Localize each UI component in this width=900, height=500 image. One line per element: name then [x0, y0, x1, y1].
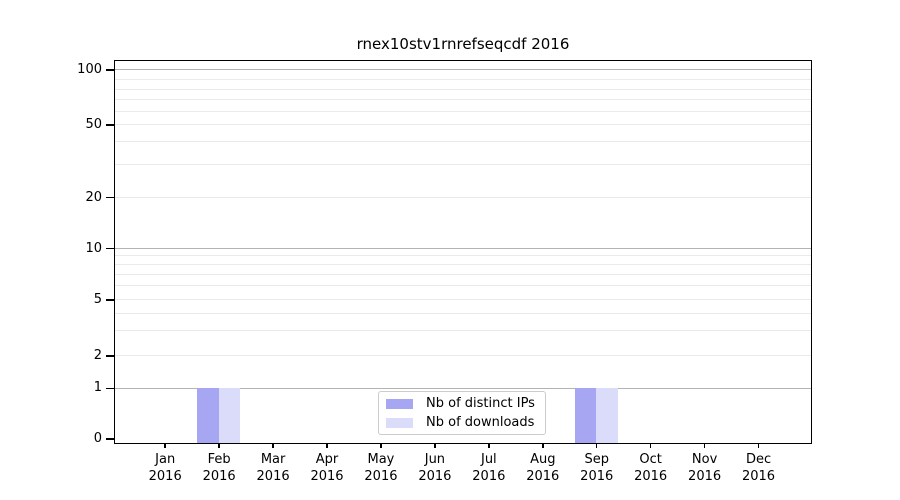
y-tick-mark [106, 387, 114, 390]
y-tick-label: 5 [93, 292, 102, 307]
gridline-minor [115, 79, 811, 81]
x-tick-label-mar: Mar 2016 [256, 452, 290, 484]
x-tick-label-apr: Apr 2016 [310, 452, 344, 484]
gridline-major [115, 387, 811, 389]
x-tick-label-jun: Jun 2016 [418, 452, 452, 484]
bar-downloads-sep [596, 387, 618, 443]
bar-downloads-feb [218, 387, 241, 443]
x-tick-mark [380, 443, 382, 448]
x-tick-label-jan: Jan 2016 [148, 452, 182, 484]
gridline-major [115, 69, 811, 71]
x-tick-label-sep: Sep 2016 [580, 452, 614, 484]
x-tick-label-aug: Aug 2016 [526, 452, 560, 484]
x-tick-label-dec: Dec 2016 [741, 452, 776, 484]
y-tick-label: 20 [85, 189, 102, 205]
legend-item-distinct-ips: Nb of distinct IPs [386, 394, 538, 413]
x-tick-mark [272, 443, 274, 448]
x-tick-mark [164, 443, 166, 448]
x-tick-label-oct: Oct 2016 [634, 452, 668, 484]
x-tick-mark [649, 443, 652, 448]
x-tick-mark [434, 443, 436, 448]
y-tick-mark [106, 247, 114, 250]
y-tick-mark [106, 355, 114, 357]
x-tick-mark [218, 443, 220, 448]
y-tick-label: 2 [93, 348, 102, 363]
x-tick-mark [326, 443, 328, 448]
x-tick-mark [595, 443, 598, 448]
gridline-minor [115, 330, 811, 332]
gridline-minor [115, 355, 811, 357]
y-tick-label: 10 [85, 240, 102, 256]
gridline-minor [115, 164, 811, 166]
y-tick-mark [106, 124, 114, 126]
legend: Nb of distinct IPs Nb of downloads [378, 391, 546, 435]
x-tick-label-jul: Jul 2016 [472, 452, 506, 484]
bar-distinct-ips-feb [196, 387, 219, 443]
gridline-minor [115, 264, 811, 266]
y-tick-mark [106, 196, 114, 199]
x-tick-mark [703, 443, 706, 448]
y-tick-mark [106, 299, 114, 301]
legend-swatch-distinct-ips [386, 398, 413, 409]
gridline-minor [115, 274, 811, 276]
y-tick-label: 50 [85, 117, 102, 132]
legend-label-downloads: Nb of downloads [426, 414, 535, 430]
x-tick-mark [757, 443, 760, 448]
x-tick-label-may: May 2016 [364, 452, 398, 484]
x-tick-mark [542, 443, 544, 448]
y-tick-label: 1 [93, 380, 102, 396]
chart-title: rnex10stv1rnrefseqcdf 2016 [356, 35, 570, 53]
y-tick-mark [106, 438, 114, 440]
gridline-minor [115, 196, 811, 198]
y-tick-label: 100 [77, 62, 102, 77]
gridline-minor [115, 255, 811, 257]
x-tick-label-feb: Feb 2016 [202, 452, 236, 484]
y-tick-label: 0 [93, 430, 102, 446]
bar-distinct-ips-sep [574, 387, 597, 443]
gridline-major [115, 247, 811, 249]
legend-label-distinct-ips: Nb of distinct IPs [426, 395, 535, 411]
gridline-minor [115, 312, 811, 314]
legend-swatch-downloads [386, 417, 413, 428]
gridline-minor [115, 99, 811, 101]
gridline-minor [115, 124, 811, 126]
y-tick-mark [106, 69, 114, 71]
gridline-minor [115, 285, 811, 287]
gridline-minor [115, 111, 811, 113]
gridline-minor [115, 89, 811, 91]
plot-area [114, 60, 812, 444]
legend-item-downloads: Nb of downloads [386, 413, 538, 432]
gridline-minor [115, 141, 811, 143]
x-tick-mark [488, 443, 490, 448]
x-tick-label-nov: Nov 2016 [688, 452, 722, 484]
gridline-minor [115, 299, 811, 301]
